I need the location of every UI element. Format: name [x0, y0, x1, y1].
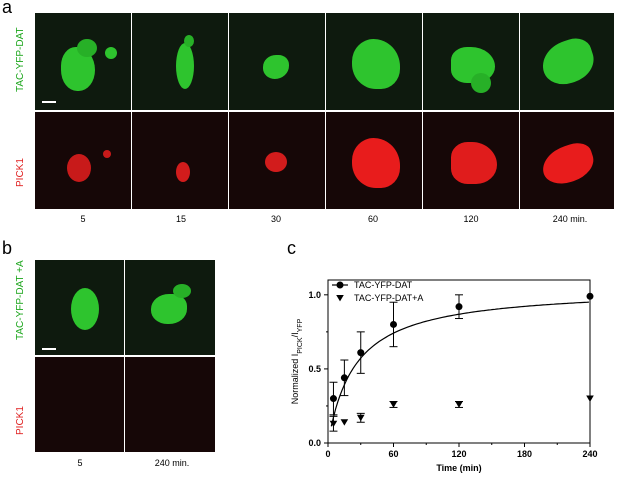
panel-a-red-tile-240 [520, 112, 614, 209]
y-axis-title: Normalized IPICK/IYFP [290, 318, 304, 404]
data-point-triangle [356, 414, 365, 422]
panel-b-time-label: 240 min. [154, 458, 190, 468]
data-point-triangle [455, 401, 463, 408]
panel-b-red-tile-240 [125, 357, 215, 452]
y-axis-title-sub2: YFP [297, 318, 304, 332]
panel-b-time-label: 5 [77, 458, 83, 468]
data-point-circle [357, 349, 365, 357]
chart-marks [329, 292, 594, 432]
y-tick-label: 0.5 [308, 364, 321, 374]
panel-b-red-tile-5 [35, 357, 124, 452]
legend-label: TAC-YFP-DAT [354, 280, 413, 290]
panel-a-red-tile-30 [229, 112, 325, 209]
data-point-circle [329, 395, 337, 403]
panel-a-green-tile-240 [520, 13, 614, 110]
panel-b-image-grid [35, 260, 215, 452]
panel-a-red-tile-15 [132, 112, 228, 209]
panel-a-red-tile-120 [423, 112, 519, 209]
panel-a-red-tile-5 [35, 112, 131, 209]
panel-a-green-row-label: TAC-YFP-DAT [15, 27, 26, 92]
data-point-triangle [389, 401, 398, 408]
data-point-circle [455, 303, 463, 311]
panel-a-time-label: 15 [175, 214, 186, 224]
panel-a-time-label: 240 min. [552, 214, 588, 224]
fit-curve-line [330, 301, 589, 427]
y-axis-title-sep: /I [290, 332, 300, 337]
y-tick-label: 0.0 [308, 438, 321, 448]
panel-a-green-tile-5 [35, 13, 131, 110]
panel-a-green-tile-60 [326, 13, 422, 110]
panel-a-time-label: 60 [367, 214, 378, 224]
x-tick-label: 120 [451, 449, 466, 459]
panel-a-red-row-label: PICK1 [15, 158, 26, 187]
legend-label: TAC-YFP-DAT+A [354, 293, 423, 303]
y-axis-title-sub1: PICK [297, 337, 304, 354]
panel-b-letter: b [2, 238, 13, 258]
x-tick-label: 60 [388, 449, 398, 459]
x-tick-label: 240 [582, 449, 597, 459]
panel-a-time-label: 120 [463, 214, 479, 224]
panel-a-time-label: 5 [80, 214, 86, 224]
panel-a-green-tile-30 [229, 13, 325, 110]
legend-marker-circle [336, 281, 344, 289]
chart-fit-curve [330, 301, 589, 427]
scale-bar [42, 101, 56, 103]
panel-b-red-row-label: PICK1 [15, 406, 26, 435]
panel-a-red-tile-60 [326, 112, 422, 209]
x-axis-title: Time (min) [436, 463, 481, 473]
x-tick-label: 0 [325, 449, 330, 459]
data-point-circle [586, 292, 594, 300]
y-axis-title-main: Normalized I [290, 354, 300, 405]
data-point-circle [390, 320, 397, 328]
panel-c-letter: c [287, 238, 296, 258]
panel-a-green-tile-15 [132, 13, 228, 110]
chart-ticks: 0 60 120 180 240 0.0 0.5 1.0 [308, 290, 597, 459]
data-point-triangle [340, 419, 349, 426]
panel-b-green-tile-5 [35, 260, 124, 355]
chart-legend: TAC-YFP-DAT TAC-YFP-DAT+A [332, 280, 423, 303]
panel-b-green-tile-240 [125, 260, 215, 355]
data-point-triangle [586, 395, 594, 402]
panel-a-green-tile-120 [423, 13, 519, 110]
y-tick-label: 1.0 [308, 290, 321, 300]
panel-a-letter: a [2, 0, 13, 17]
scale-bar [42, 348, 56, 350]
panel-a-image-grid [35, 13, 614, 209]
legend-marker-triangle [336, 294, 344, 302]
panel-b-green-row-label: TAC-YFP-DAT +A [15, 260, 26, 340]
data-point-triangle [329, 420, 338, 428]
x-tick-label: 180 [517, 449, 532, 459]
panel-a-time-label: 30 [270, 214, 281, 224]
data-point-circle [340, 374, 348, 382]
